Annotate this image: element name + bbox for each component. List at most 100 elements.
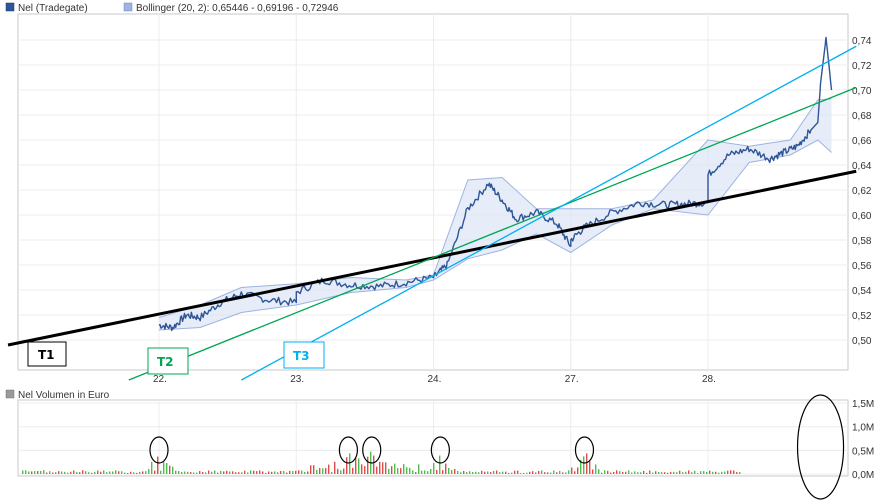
- volume-y-tick-label: 0,5M: [852, 446, 874, 457]
- volume-bar: [646, 472, 648, 474]
- volume-bar: [286, 472, 288, 474]
- volume-highlight-circle: [362, 436, 382, 464]
- volume-bar: [226, 470, 228, 474]
- volume-bar: [358, 458, 360, 474]
- volume-bar: [313, 465, 315, 474]
- volume-bar: [166, 463, 168, 474]
- volume-bar: [487, 471, 489, 474]
- volume-bar: [289, 470, 291, 474]
- volume-bar: [220, 470, 222, 474]
- volume-highlight-circle: [796, 394, 845, 500]
- volume-bar: [619, 471, 621, 474]
- volume-bar: [328, 464, 330, 474]
- volume-bar: [325, 468, 327, 474]
- volume-bar: [436, 470, 438, 474]
- volume-bar: [28, 471, 30, 474]
- volume-highlights: [149, 394, 845, 500]
- volume-bar: [283, 471, 285, 474]
- volume-bar: [73, 470, 75, 474]
- volume-bar: [733, 470, 735, 474]
- volume-bars: [22, 451, 741, 474]
- volume-bar: [169, 465, 171, 474]
- volume-bar: [676, 472, 678, 474]
- volume-bar: [457, 470, 459, 474]
- volume-bar: [91, 472, 93, 474]
- volume-bar: [103, 470, 105, 474]
- volume-bar: [544, 472, 546, 474]
- volume-bar: [553, 470, 555, 474]
- volume-bar: [574, 471, 576, 474]
- volume-bar: [586, 453, 588, 474]
- volume-bar: [115, 470, 117, 474]
- volume-bar: [739, 472, 741, 474]
- volume-bar: [628, 470, 630, 474]
- volume-bar: [661, 472, 663, 474]
- volume-bar: [148, 469, 150, 474]
- volume-bar: [595, 464, 597, 474]
- volume-bar: [709, 470, 711, 474]
- volume-bar: [361, 464, 363, 474]
- price-x-tick-label: 27.: [565, 374, 579, 385]
- volume-bar: [547, 472, 549, 474]
- price-y-tick-label: 0,72: [852, 61, 872, 72]
- volume-bar: [391, 466, 393, 474]
- volume-y-tick-label: 1,5M: [852, 399, 874, 410]
- volume-bar: [292, 471, 294, 474]
- volume-bar: [310, 465, 312, 474]
- volume-bar: [715, 471, 717, 474]
- volume-bar: [439, 455, 441, 474]
- volume-bar: [151, 461, 153, 474]
- volume-bar: [112, 471, 114, 474]
- volume-bar: [532, 471, 534, 474]
- volume-bar: [40, 470, 42, 474]
- trendline-labels: T1 T2 T3: [27, 341, 325, 375]
- legend-label-bollinger: Bollinger (20, 2): 0,65446 - 0,69196 - 0…: [136, 3, 339, 14]
- volume-bar: [277, 472, 279, 474]
- volume-bar: [427, 471, 429, 474]
- volume-bar: [736, 472, 738, 474]
- t1-label-box: [27, 341, 67, 367]
- volume-bar: [703, 471, 705, 474]
- volume-bar: [694, 470, 696, 474]
- price-x-tick-label: 24.: [428, 374, 442, 385]
- volume-bar: [625, 471, 627, 474]
- volume-bar: [187, 471, 189, 474]
- volume-bar: [556, 472, 558, 474]
- price-series: [158, 36, 833, 332]
- legend-swatch-volume: [5, 389, 15, 399]
- price-y-tick-label: 0,50: [852, 336, 872, 347]
- volume-bar: [307, 471, 309, 474]
- volume-bar: [319, 468, 321, 474]
- volume-bar: [193, 472, 195, 474]
- volume-bar: [184, 471, 186, 474]
- trendline-t3: [241, 45, 857, 381]
- volume-bar: [535, 472, 537, 474]
- volume-bar: [25, 470, 27, 474]
- volume-bar: [163, 462, 165, 474]
- volume-bar: [664, 472, 666, 474]
- volume-bar: [445, 463, 447, 474]
- volume-highlight-circle: [149, 436, 169, 464]
- volume-bar: [400, 468, 402, 474]
- volume-bar: [199, 471, 201, 474]
- volume-bar: [238, 472, 240, 474]
- volume-bar: [145, 471, 147, 474]
- volume-bar: [559, 470, 561, 474]
- volume-bar: [466, 472, 468, 474]
- volume-bar: [211, 471, 213, 474]
- volume-bar: [142, 471, 144, 474]
- volume-bar: [484, 471, 486, 474]
- volume-bar: [208, 470, 210, 474]
- volume-bar: [154, 470, 156, 474]
- volume-bar: [430, 468, 432, 474]
- volume-bar: [415, 472, 417, 474]
- price-line: [158, 36, 833, 332]
- volume-bar: [721, 471, 723, 474]
- volume-bar: [94, 471, 96, 474]
- bollinger-fill: [159, 98, 832, 330]
- volume-bar: [136, 472, 138, 474]
- volume-bar: [691, 472, 693, 474]
- volume-bar: [688, 470, 690, 474]
- volume-bar: [262, 471, 264, 474]
- volume-bar: [409, 467, 411, 474]
